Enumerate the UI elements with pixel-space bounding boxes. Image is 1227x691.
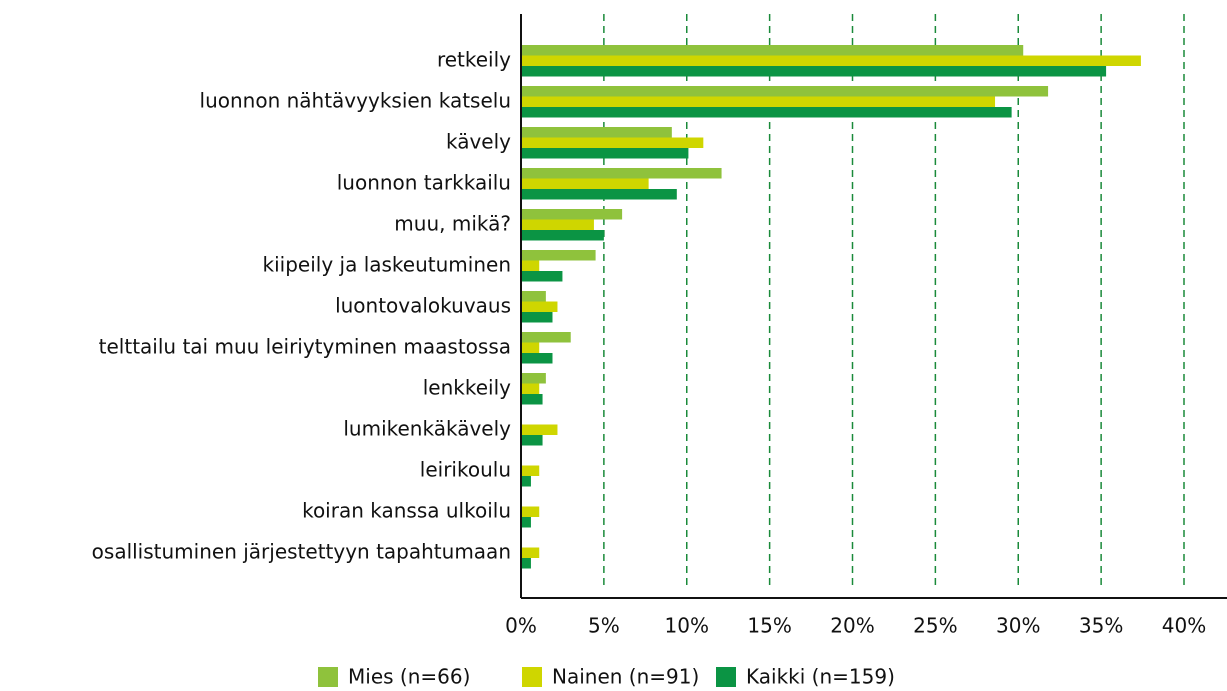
x-tick-label: 20% [830, 614, 874, 638]
bar [521, 506, 540, 517]
bar [521, 435, 543, 446]
bar [521, 55, 1141, 66]
bar [521, 342, 540, 353]
x-tick-label: 5% [588, 614, 620, 638]
bar [521, 312, 553, 323]
y-tick-label: telttailu tai muu leiriytyminen maastoss… [99, 335, 511, 359]
bar [521, 168, 722, 179]
bar [521, 394, 543, 405]
y-tick-label: luonnon nähtävyyksien katselu [200, 89, 511, 113]
x-tick-label: 15% [747, 614, 791, 638]
bar [521, 291, 546, 302]
x-tick-label: 30% [996, 614, 1040, 638]
y-tick-label: retkeily [437, 48, 511, 72]
bar [521, 219, 594, 230]
y-tick-label: muu, mikä? [394, 212, 511, 236]
bar [521, 178, 649, 189]
bar [521, 476, 531, 487]
y-tick-label: koiran kanssa ulkoilu [302, 499, 511, 523]
y-tick-label: luontovalokuvaus [335, 294, 511, 318]
bar [521, 260, 540, 271]
bar [521, 107, 1012, 118]
legend-swatch [318, 667, 338, 687]
y-tick-label: osallistuminen järjestettyyn tapahtumaan [92, 540, 511, 564]
bar [521, 373, 546, 384]
bar [521, 137, 704, 148]
legend-label: Kaikki (n=159) [746, 665, 895, 689]
bar [521, 383, 540, 394]
bar [521, 465, 540, 476]
y-tick-label: lenkkeily [423, 376, 511, 400]
y-tick-label: lumikenkäkävely [343, 417, 511, 441]
bar [521, 148, 689, 159]
y-tick-label: kävely [446, 130, 511, 154]
bar [521, 209, 623, 220]
bar [521, 332, 571, 343]
x-tick-label: 40% [1162, 614, 1206, 638]
y-tick-label: kiipeily ja laskeutuminen [263, 253, 511, 277]
bar [521, 86, 1049, 97]
bar [521, 230, 604, 241]
x-tick-label: 10% [665, 614, 709, 638]
x-tick-label: 25% [913, 614, 957, 638]
bar [521, 96, 996, 107]
x-tick-label: 0% [505, 614, 537, 638]
legend-swatch [716, 667, 736, 687]
bar [521, 547, 540, 558]
x-tick-label: 35% [1079, 614, 1123, 638]
legend-swatch [522, 667, 542, 687]
bar [521, 250, 596, 261]
y-tick-label: leirikoulu [420, 458, 511, 482]
bar [521, 127, 672, 138]
y-tick-label: luonnon tarkkailu [337, 171, 511, 195]
bar [521, 424, 558, 435]
bar [521, 353, 553, 364]
legend-label: Nainen (n=91) [552, 665, 699, 689]
bar [521, 66, 1107, 77]
bar [521, 271, 563, 282]
legend-label: Mies (n=66) [348, 665, 470, 689]
bar [521, 517, 531, 528]
bar [521, 301, 558, 312]
bar [521, 189, 677, 200]
bar [521, 558, 531, 569]
bar [521, 45, 1024, 56]
